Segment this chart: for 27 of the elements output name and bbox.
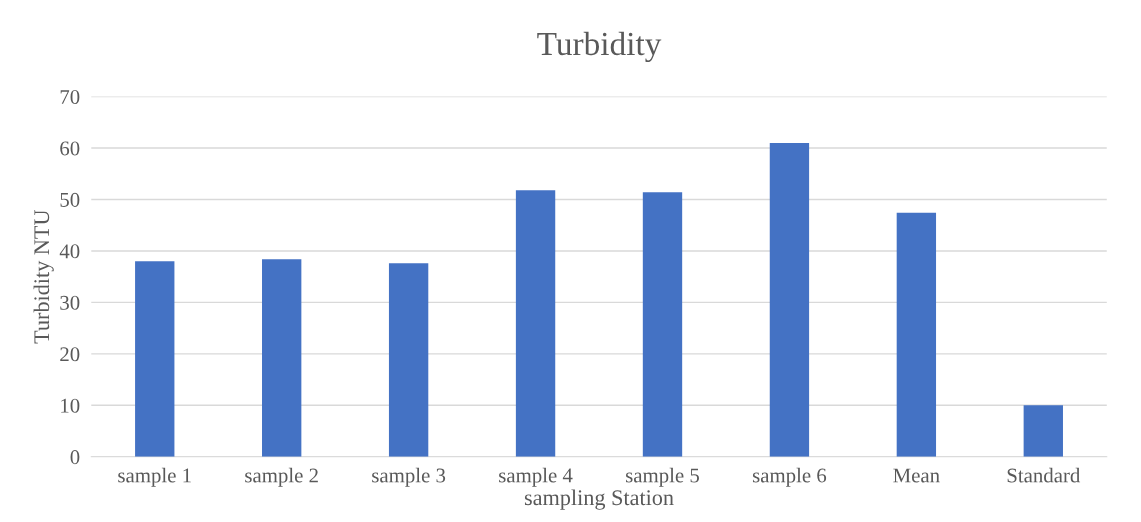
chart-title: Turbidity <box>537 31 662 63</box>
y-tick-label: 10 <box>61 398 80 413</box>
bar <box>388 263 429 457</box>
y-tick-label: 20 <box>60 347 80 362</box>
bar <box>769 142 810 457</box>
x-tick-label: Mean <box>893 468 940 483</box>
y-tick-label: 50 <box>60 192 80 207</box>
y-tick-label: 30 <box>60 295 80 310</box>
y-tick-label: 40 <box>59 244 80 259</box>
x-tick-label: sample 3 <box>372 467 446 487</box>
bar <box>1023 405 1063 457</box>
x-tick-label: sample 4 <box>499 467 573 487</box>
y-tick-label: 0 <box>70 450 80 465</box>
y-tick-label: 60 <box>60 141 80 156</box>
bar <box>896 212 937 457</box>
x-axis-title: sampling Station <box>524 489 674 510</box>
y-tick-label: 70 <box>60 89 80 104</box>
bar <box>642 192 683 457</box>
bar <box>515 190 556 457</box>
x-tick-label: Standard <box>1007 467 1081 483</box>
x-tick-label: sample 5 <box>626 467 699 487</box>
bar <box>262 259 302 457</box>
y-axis-title: Turbidity NTU <box>33 209 54 344</box>
x-tick-label: sample 1 <box>118 467 191 487</box>
x-tick-label: sample 6 <box>752 467 827 487</box>
x-tick-label: sample 2 <box>245 467 318 487</box>
bar <box>135 261 175 457</box>
